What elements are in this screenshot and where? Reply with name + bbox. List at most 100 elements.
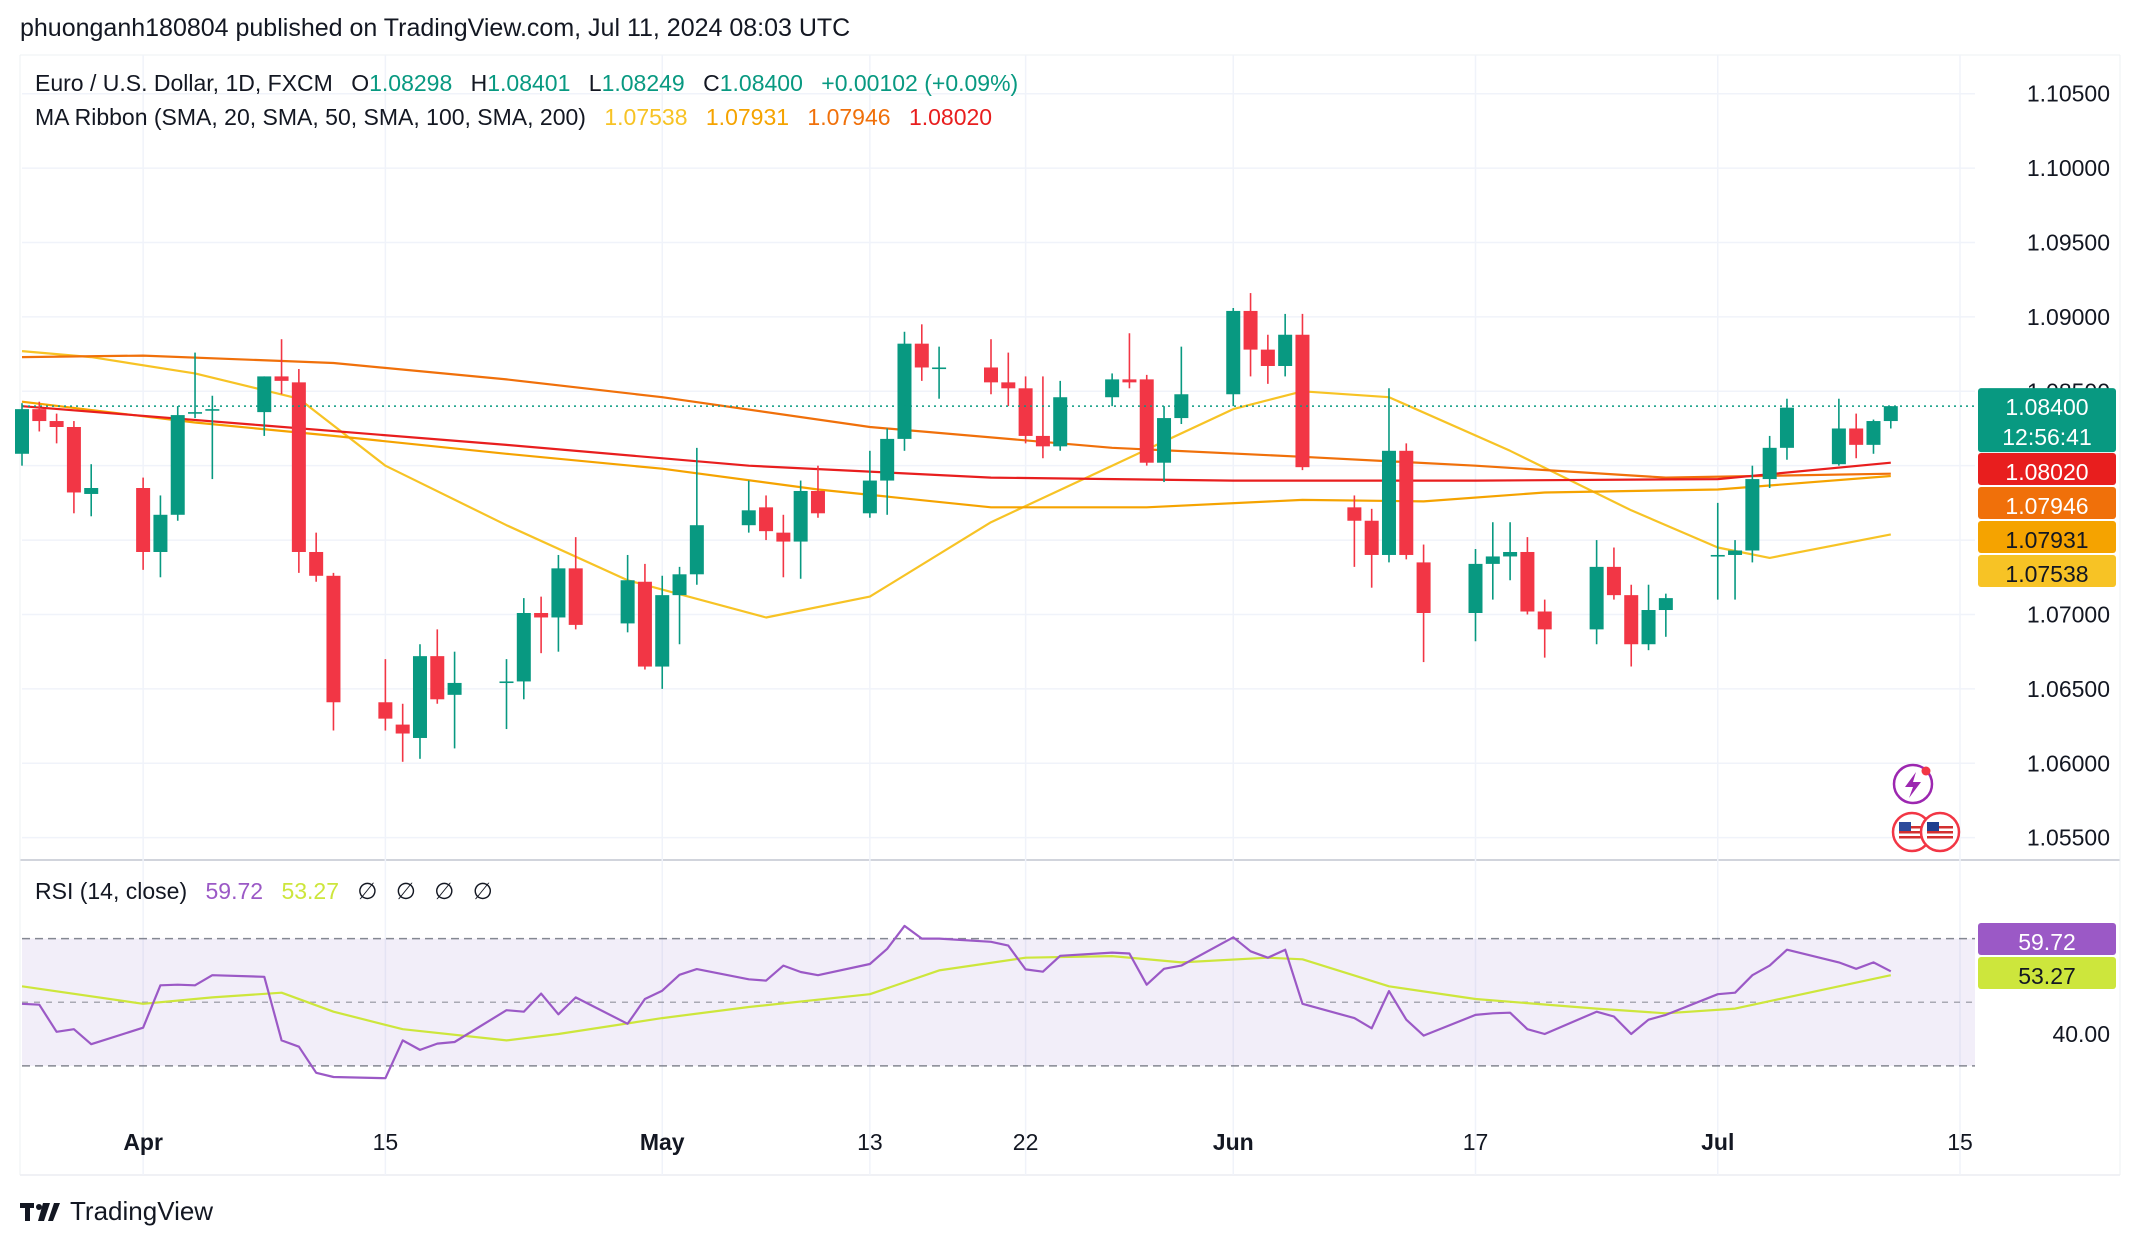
- rsi-value: 59.72: [205, 878, 264, 904]
- price-tick-label: 1.10500: [2027, 81, 2110, 107]
- candle: [430, 629, 445, 704]
- candle-body: [551, 568, 566, 618]
- eu-flag-icon[interactable]: [1919, 811, 1961, 853]
- footer-brand[interactable]: TradingView: [20, 1196, 213, 1227]
- candle-body: [1537, 611, 1552, 630]
- sma200-tag-bg: [1978, 453, 2116, 485]
- sma100-tag: 1.07946: [1978, 487, 2116, 519]
- candle: [776, 514, 791, 578]
- event-icons[interactable]: [1891, 763, 1961, 853]
- candle: [672, 566, 687, 645]
- candle-body: [1468, 563, 1483, 613]
- sma20-value: 1.07538: [604, 104, 688, 130]
- open-label: O: [351, 70, 370, 96]
- candle: [1658, 593, 1673, 637]
- candle-body: [1710, 554, 1725, 557]
- candle-body: [862, 480, 877, 514]
- candle: [759, 495, 774, 541]
- candle: [1381, 388, 1396, 563]
- candle-body: [1105, 379, 1120, 398]
- candle-body: [880, 438, 895, 481]
- lightning-icon[interactable]: [1892, 763, 1934, 805]
- candle-body: [534, 612, 549, 618]
- high-label: H: [470, 70, 488, 96]
- rsi-legend: RSI (14, close) 59.72 53.27 ∅ ∅ ∅ ∅: [35, 878, 493, 905]
- candle-body: [1728, 550, 1743, 555]
- candle: [1762, 435, 1777, 489]
- time-tick-label: 22: [1013, 1129, 1039, 1155]
- candle: [655, 575, 670, 689]
- candle-body: [1624, 595, 1639, 645]
- rsi-extra-4: ∅: [472, 878, 493, 904]
- candle: [309, 532, 324, 582]
- candle: [741, 480, 756, 533]
- candle-body: [170, 415, 185, 515]
- price-tick-label: 1.06000: [2027, 750, 2110, 776]
- candle-body: [1399, 450, 1414, 555]
- candle: [1105, 373, 1120, 407]
- candle-body: [153, 514, 168, 552]
- candle: [1174, 346, 1189, 425]
- candle: [689, 447, 704, 585]
- candle: [1035, 376, 1050, 459]
- candle-body: [1883, 406, 1898, 422]
- candle: [1883, 406, 1898, 429]
- candle: [1866, 419, 1881, 454]
- candle-body: [1866, 421, 1881, 445]
- rsi-ma-line: [21, 954, 1892, 1042]
- candle: [49, 413, 64, 444]
- rsi-title: RSI (14, close): [35, 878, 188, 904]
- rsi-extra-2: ∅: [395, 878, 416, 904]
- candle: [447, 651, 462, 749]
- change-value: +0.00102 (+0.09%): [821, 70, 1019, 96]
- candle-body: [1053, 397, 1068, 447]
- candle-body: [984, 367, 998, 383]
- high-value: 1.08401: [487, 70, 571, 96]
- candle: [326, 572, 341, 731]
- candle: [1399, 443, 1414, 560]
- price-tick-label: 1.06500: [2027, 676, 2110, 702]
- price-tick-label: 1.05500: [2027, 825, 2110, 851]
- ma-line-4: [21, 405, 1891, 482]
- candle-body: [136, 488, 151, 552]
- candle-body: [672, 574, 687, 596]
- candle: [1641, 584, 1656, 651]
- candle: [551, 554, 566, 652]
- low-value: 1.08249: [601, 70, 685, 96]
- candlestick-series: [15, 293, 1898, 762]
- rsi-line: [21, 924, 1892, 1080]
- candle: [1624, 584, 1639, 667]
- time-tick-label: 13: [857, 1129, 883, 1155]
- candle-body: [188, 412, 203, 414]
- candle-body: [1416, 562, 1431, 613]
- candle: [1520, 537, 1535, 615]
- time-tick-label: Jun: [1213, 1129, 1254, 1155]
- time-tick-label: May: [640, 1129, 685, 1155]
- candle-body: [810, 490, 825, 514]
- candle-body: [326, 575, 341, 703]
- price-tick-label: 1.07000: [2027, 601, 2110, 627]
- candle: [1018, 376, 1033, 444]
- rsi-ma-tag-text: 53.27: [2018, 963, 2076, 989]
- close-value: 1.08400: [719, 70, 803, 96]
- candle: [1589, 540, 1604, 645]
- sma100-value: 1.07946: [807, 104, 891, 130]
- ma-ribbon-legend: MA Ribbon (SMA, 20, SMA, 50, SMA, 100, S…: [35, 104, 992, 131]
- candle: [291, 368, 306, 573]
- candle: [932, 346, 947, 399]
- candle: [1226, 307, 1241, 407]
- candle: [153, 495, 168, 578]
- candle: [568, 537, 583, 630]
- candle: [1779, 398, 1794, 460]
- candle: [32, 401, 47, 432]
- candle: [274, 339, 289, 395]
- sma200-tag: 1.08020: [1978, 453, 2116, 485]
- candle: [1157, 406, 1172, 483]
- candle-body: [412, 656, 427, 738]
- candle: [1468, 549, 1483, 642]
- candle-body: [1831, 428, 1846, 465]
- candle: [1260, 334, 1275, 384]
- candle: [1053, 380, 1068, 451]
- candle-body: [1278, 334, 1293, 366]
